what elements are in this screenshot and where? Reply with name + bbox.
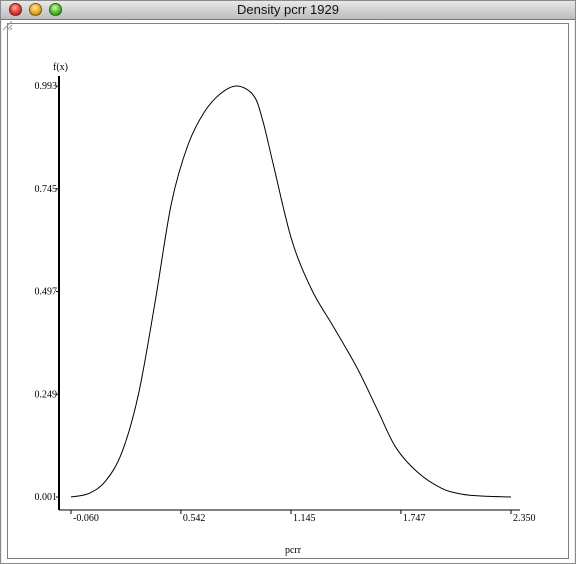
close-button[interactable] [9, 3, 22, 16]
density-curve [70, 85, 512, 498]
density-chart: 0.001 0.249 0.497 0.745 0.993 -0.060 0.542 1.14… [35, 62, 536, 556]
x-axis-label: pcrr [285, 545, 302, 556]
y-tick-label: 0.745 [35, 184, 58, 195]
x-tick-label: 2.350 [513, 513, 536, 524]
y-tick-label: 0.497 [35, 287, 58, 298]
x-tick-label: 1.145 [293, 513, 316, 524]
x-tick-label: 1.747 [403, 513, 426, 524]
title-bar[interactable]: Density pcrr 1929 [1, 1, 575, 20]
x-tick-label: 0.542 [183, 513, 206, 524]
window-content: 0.001 0.249 0.497 0.745 0.993 -0.060 0.542 1.14… [2, 20, 574, 563]
resize-grip-icon[interactable] [2, 20, 13, 31]
y-tick-label: 0.993 [35, 81, 58, 92]
y-tick-label: 0.001 [35, 492, 58, 503]
minimize-button[interactable] [29, 3, 42, 16]
y-tick-label: 0.249 [35, 389, 58, 400]
window-title: Density pcrr 1929 [237, 2, 339, 17]
x-tick-label: -0.060 [73, 513, 99, 524]
plot-panel: 0.001 0.249 0.497 0.745 0.993 -0.060 0.542 1.14… [7, 23, 569, 559]
zoom-button[interactable] [49, 3, 62, 16]
y-axis-label: f(x) [53, 62, 68, 73]
